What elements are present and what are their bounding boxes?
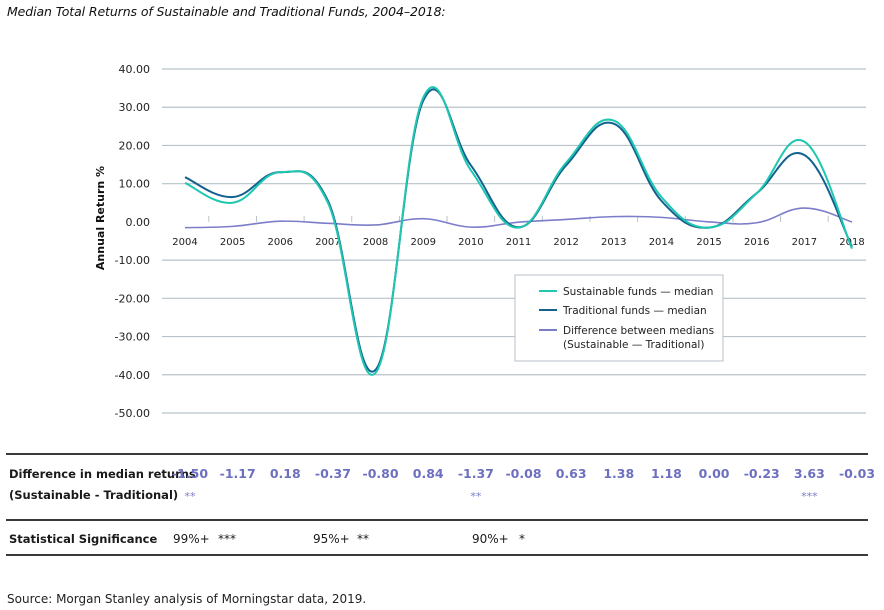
significance-99-level: 99%+ [173,532,210,546]
table-top-rule [6,453,868,455]
x-tick-label: 2015 [696,237,721,248]
x-tick-label: 2016 [744,237,769,248]
difference-value: -0.23 [743,466,780,481]
x-tick-label: 2005 [220,237,245,248]
y-tick-label: 20.00 [119,139,151,152]
difference-significance-stars: ** [184,490,196,503]
series-line-difference [184,207,853,229]
y-tick-label: -40.00 [115,369,150,382]
difference-row-sublabel: (Sustainable - Traditional) [9,488,179,502]
x-tick-label: 2011 [506,237,531,248]
difference-significance-stars: *** [801,490,818,503]
table-bottom-rule [6,554,868,556]
difference-row-label: Difference in median returns [9,467,196,481]
y-tick-label: 0.00 [126,216,151,229]
x-tick-label: 2009 [410,237,435,248]
y-tick-label: 30.00 [119,101,151,114]
significance-95-stars: ** [357,532,369,546]
difference-value: -0.03 [838,466,876,481]
gridlines [162,68,866,414]
x-tick-label: 2014 [649,237,674,248]
significance-90-stars: * [519,532,525,546]
source-note: Source: Morgan Stanley analysis of Morni… [7,592,367,606]
line-chart: 40.00 30.00 20.00 10.00 0.00 -10.00 -20.00 -30.… [94,63,866,420]
x-tick-label: 2008 [363,237,388,248]
significance-row-label: Statistical Significance [9,532,158,546]
legend-label-sustainable: Sustainable funds — median [563,286,713,298]
series-lines [184,86,853,376]
x-tick-label: 2017 [792,237,817,248]
chart-title: Median Total Returns of Sustainable and … [7,4,446,19]
x-tick-label: 2007 [315,237,340,248]
x-tick-label: 2006 [268,237,293,248]
difference-value: -0.37 [314,466,351,481]
difference-significance-stars: ** [470,490,482,503]
table-mid-rule [6,519,868,521]
y-tick-label: 40.00 [119,63,151,76]
y-tick-label: -20.00 [115,292,150,305]
difference-value: -0.08 [505,466,542,481]
significance-95-level: 95%+ [313,532,350,546]
difference-value: 1.18 [651,466,682,481]
y-axis-ticks: 40.00 30.00 20.00 10.00 0.00 -10.00 -20.00 -30.… [115,63,150,420]
legend-label-difference: Difference between medians [563,325,714,337]
difference-value: -1.50 [171,466,209,481]
y-tick-label: 10.00 [119,178,151,191]
difference-value: -1.17 [219,466,256,481]
x-tick-label: 2010 [458,237,483,248]
legend: Sustainable funds — median Traditional f… [514,274,724,362]
y-tick-label: -30.00 [115,331,150,344]
x-tick-label: 2004 [172,237,197,248]
y-tick-label: -50.00 [115,407,150,420]
legend-label-traditional: Traditional funds — median [562,305,707,317]
y-axis-label: Annual Return % [94,166,107,270]
significance-99-stars: *** [218,532,236,546]
difference-value: 0.63 [555,466,587,481]
x-tick-label: 2013 [601,237,626,248]
difference-value: 0.18 [269,466,301,481]
significance-90-level: 90%+ [472,532,509,546]
legend-box [514,274,724,362]
difference-value: 1.38 [603,466,635,481]
difference-value: -0.80 [362,466,399,481]
y-tick-label: -10.00 [115,254,150,267]
difference-value: 0.84 [412,466,444,481]
x-tick-label: 2012 [553,237,578,248]
x-tick-label: 2018 [839,237,864,248]
difference-value: -1.37 [457,466,494,481]
difference-value: 3.63 [793,466,825,481]
series-line-sustainable [184,86,853,376]
legend-label-difference-sub: (Sustainable — Traditional) [563,339,704,351]
difference-value: 0.00 [698,466,730,481]
